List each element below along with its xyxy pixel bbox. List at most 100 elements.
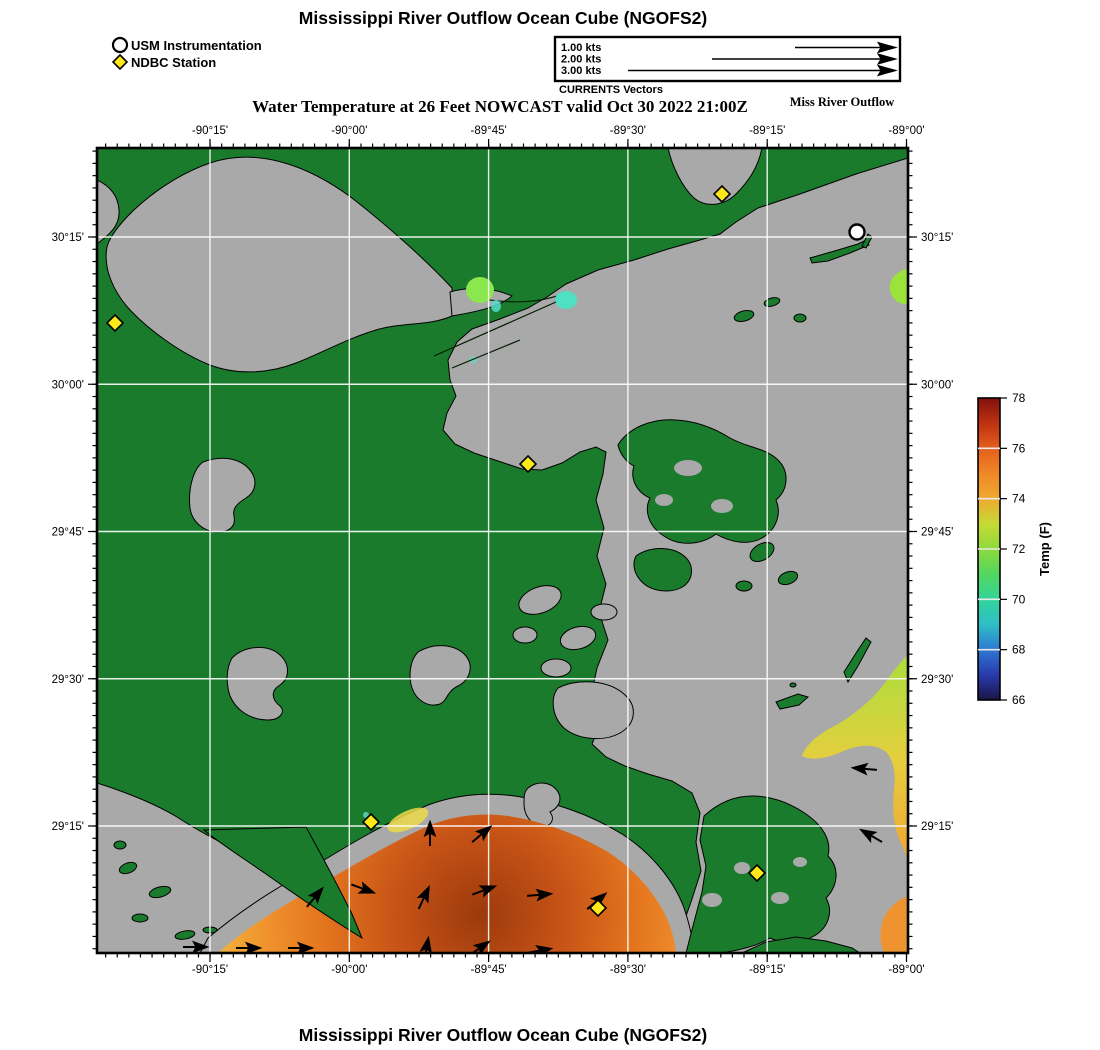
bay-st-louis (667, 148, 763, 205)
x-axis-tick-label: -89°15' (749, 125, 785, 137)
chandeleur-island (843, 637, 872, 684)
marsh-pond (702, 893, 722, 907)
bay-islet (118, 861, 138, 875)
ndbc-station-marker (518, 454, 538, 474)
map-frame (95, 146, 910, 955)
biloxi-marsh-south (633, 548, 692, 592)
x-axis-tick-label: -89°30' (610, 964, 646, 976)
current-vector-arrow (859, 828, 883, 844)
current-vector-arrow (350, 881, 377, 894)
colorbar: Temp (F) 78 76 74 72 70 68 66 (977, 391, 1052, 707)
marsh-pond (771, 892, 789, 904)
current-vector-arrow (471, 825, 493, 843)
colorbar-axis-label: Temp (F) (1037, 522, 1052, 576)
marsh-pond (226, 647, 288, 721)
x-axis-tick-label: -90°00' (331, 964, 367, 976)
cool-patch-rigolets (466, 277, 494, 303)
map-area (97, 148, 908, 953)
bay-islet (174, 930, 196, 940)
current-vector-arrow (526, 888, 554, 902)
lake-pontchartrain (105, 156, 453, 373)
lake-salvador (189, 457, 256, 533)
east-edge-temp-band (802, 655, 908, 862)
marsh-islet (735, 580, 753, 592)
x-axis-tick-label: -89°15' (749, 964, 785, 976)
biloxi-marsh (617, 419, 787, 544)
chandeleur-islet (789, 682, 797, 688)
symbol-legend: USM Instrumentation NDBC Station (111, 36, 262, 71)
y-axis-tick-label: 29°30' (52, 674, 84, 686)
bay-islet (113, 840, 127, 850)
x-axis-tick-label: -89°00' (888, 964, 924, 976)
ndbc-diamond-icon (111, 53, 129, 71)
cool-patch-cyan (491, 300, 501, 312)
lake-maurepas-edge (97, 179, 120, 245)
region-label: Miss River Outflow (790, 95, 895, 109)
marsh-pond (590, 603, 618, 621)
cool-patch-cyan (555, 291, 577, 309)
delta-marsh-strip (741, 936, 861, 953)
current-vector-arrow (471, 885, 498, 898)
ship-channel-line (451, 339, 521, 369)
legend-usm-label: USM Instrumentation (131, 38, 262, 53)
usm-station-marker (848, 223, 866, 241)
marsh-islet (777, 570, 799, 586)
colorbar-tick-label: 76 (1012, 441, 1026, 455)
vector-key-arrowhead (876, 41, 898, 54)
figure-subtitle: Water Temperature at 26 Feet NOWCAST val… (252, 97, 748, 116)
vector-key-arrowhead (876, 53, 898, 65)
sound-islet (763, 297, 781, 307)
x-axis-tick-label: -90°00' (331, 125, 367, 137)
vector-key-label: 1.00 kts (561, 42, 601, 54)
current-vector-arrow (423, 819, 437, 846)
marsh-pond (559, 625, 597, 651)
current-vector-arrow (183, 940, 210, 953)
x-axis-tick-label: -89°00' (888, 125, 924, 137)
marsh-pond (540, 658, 572, 678)
vector-key-label: 3.00 kts (561, 65, 601, 77)
footer-title: Mississippi River Outflow Ocean Cube (NG… (299, 1025, 707, 1045)
coastal-spit (809, 239, 870, 264)
y-axis-tick-label: 30°00' (921, 379, 953, 391)
marsh-pond (793, 857, 807, 867)
current-vector-arrow (850, 762, 878, 776)
x-axis-tick-label: -89°45' (470, 964, 506, 976)
vector-key-label: 2.00 kts (561, 54, 601, 66)
colorbar-tick-label: 70 (1012, 592, 1026, 606)
x-axis-tick-label: -89°45' (470, 125, 506, 137)
bay-islet (131, 913, 149, 923)
y-axis-tick-label: 30°15' (52, 232, 84, 244)
x-axis-tick-label: -89°30' (610, 125, 646, 137)
y-axis-tick-label: 29°30' (921, 674, 953, 686)
x-axis-tick-label: -90°15' (192, 964, 228, 976)
vector-key-arrowhead (876, 64, 898, 77)
y-axis-tick-label: 29°45' (52, 527, 84, 539)
y-axis-tick-label: 30°15' (921, 232, 953, 244)
colorbar-tick-label: 78 (1012, 391, 1026, 405)
y-axis-tick-label: 29°15' (921, 821, 953, 833)
current-vector-arrow (419, 935, 433, 953)
marsh-pond (409, 645, 471, 706)
y-axis-tick-label: 29°15' (52, 821, 84, 833)
marsh-pond (734, 862, 750, 874)
current-vector-arrow (236, 941, 263, 953)
ship-channel-line (433, 301, 557, 357)
marsh-pond (655, 494, 673, 506)
current-vector-arrow (468, 940, 491, 953)
ndbc-station-marker (712, 184, 732, 204)
current-vector-arrow (288, 941, 315, 953)
current-vector-arrow (416, 884, 430, 910)
marsh-pond (711, 499, 733, 513)
usm-circle-icon (111, 36, 129, 54)
sound-islet (793, 313, 807, 323)
x-axis-tick-label: -90°15' (192, 125, 228, 137)
y-axis-tick-label: 30°00' (52, 379, 84, 391)
ndbc-station-marker (361, 812, 381, 832)
marsh-pond (518, 585, 562, 615)
ndbc-station-marker (105, 313, 125, 333)
current-vector-arrow (306, 886, 324, 908)
marsh-pond (674, 460, 702, 476)
